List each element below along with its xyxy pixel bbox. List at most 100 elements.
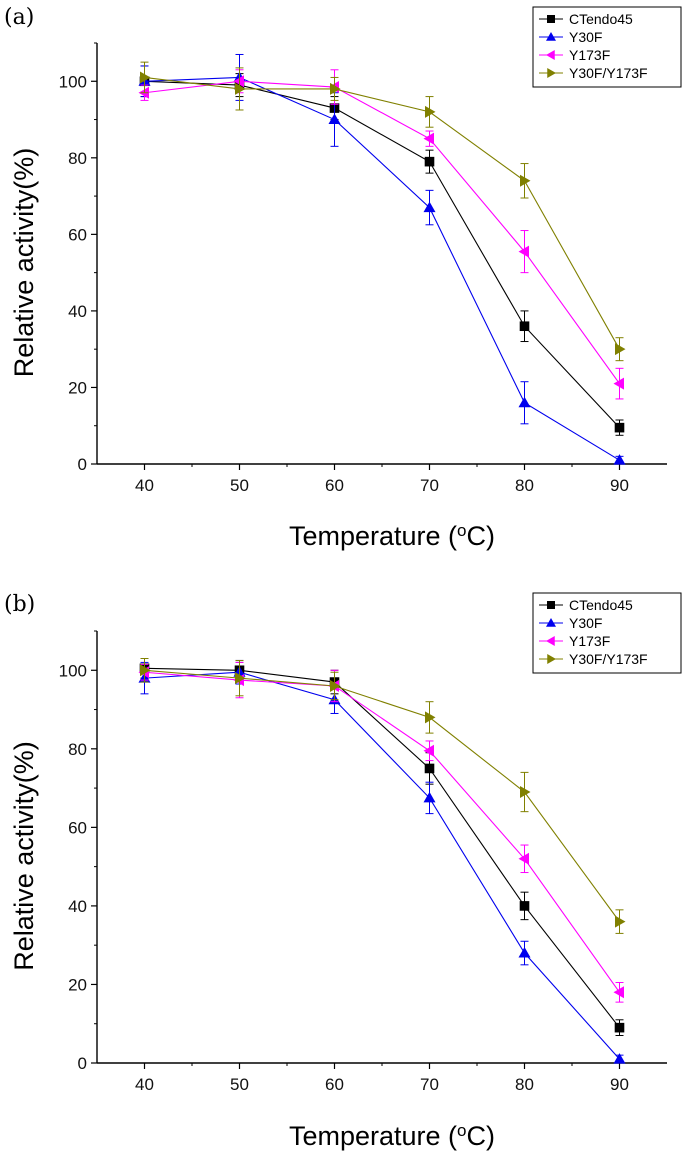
panel-b: 0 20 40 60 80 100 40 50 60 70 80 90 Relative activit… <box>4 592 682 1152</box>
panel-a-legend-marker-0 <box>547 15 555 23</box>
panel-b-xlabel-unit: C) <box>467 1121 496 1151</box>
panel-b-series-2-point-4 <box>518 852 529 865</box>
panel-b-series-3-point-4 <box>520 786 531 799</box>
panel-b-legend-label-0: CTendo45 <box>569 597 633 613</box>
panel-a-xtick-label-60: 60 <box>325 476 344 495</box>
panel-a-legend-label-1: Y30F <box>569 29 602 45</box>
panel-b-legend: CTendo45 Y30F Y173F Y30F/Y173F <box>532 592 682 674</box>
panel-a-legend-label-3: Y30F/Y173F <box>569 65 648 81</box>
panel-b-y-axis-title: Relative activity(%) <box>9 741 39 971</box>
panel-b-series-2-line <box>144 671 620 993</box>
panel-b-xtick-label-70: 70 <box>420 1075 439 1094</box>
panel-a-xlabel-degree: o <box>457 521 466 540</box>
panel-b-ytick-label-80: 80 <box>68 740 87 759</box>
panel-b-legend-marker-0 <box>547 601 555 609</box>
panel-b-legend-marker-3 <box>547 654 556 664</box>
panel-a-series-1-point-2 <box>328 113 341 125</box>
panel-a-xlabel-unit: C) <box>467 521 496 551</box>
panel-a-series-2-point-4 <box>518 245 529 258</box>
panel-a-series-3-point-4 <box>520 174 531 187</box>
panel-b-ytick-label-100: 100 <box>59 661 87 680</box>
panel-a-series-3-point-1 <box>235 82 246 95</box>
panel-b-legend-label-3: Y30F/Y173F <box>569 651 648 667</box>
panel-a-series-1-point-3 <box>423 201 436 213</box>
panel-b-series-1-line <box>144 671 620 1060</box>
panel-a-series-2-point-3 <box>423 132 434 145</box>
panel-b-series-1-point-3 <box>423 791 436 803</box>
panel-a-xtick-label-70: 70 <box>420 476 439 495</box>
panel-a-series-3-line <box>144 76 620 350</box>
panel-b-legend-label-1: Y30F <box>569 615 602 631</box>
panel-b-series-0-point-3 <box>424 763 435 774</box>
panel-a-legend-label-2: Y173F <box>569 47 610 63</box>
panel-a-series-3-point-5 <box>615 343 626 356</box>
panel-a-ytick-label-60: 60 <box>68 225 87 244</box>
panel-a-legend-marker-2 <box>546 50 555 60</box>
panel-b-ytick-label-0: 0 <box>78 1054 87 1073</box>
panel-b-series-3-point-3 <box>425 711 436 724</box>
panel-b-xtick-label-40: 40 <box>135 1075 154 1094</box>
panel-a-series-2-point-1 <box>233 75 244 88</box>
panel-b-series-3 <box>140 657 626 934</box>
panel-b-legend-box <box>532 592 682 674</box>
panel-b-series-3-point-5 <box>615 915 626 928</box>
panel-b-xlabel-degree: o <box>457 1121 466 1140</box>
panel-a-series-0 <box>139 65 625 436</box>
panel-a-legend-marker-1 <box>546 32 556 41</box>
panel-a-series-0-point-4 <box>519 321 530 332</box>
panel-a-series-2-point-5 <box>613 377 624 390</box>
panel-a-series-0-line <box>144 80 620 429</box>
panel-b-series-0 <box>139 657 625 1037</box>
panel-a-legend-marker-3 <box>547 68 556 78</box>
panel-b-series-1-point-4 <box>518 947 531 958</box>
panel-a-series-3-point-0 <box>140 71 151 84</box>
panel-a-xtick-label-80: 80 <box>515 476 534 495</box>
panel-b-series-3-point-2 <box>330 679 341 692</box>
panel-a-y-axis-title: Relative activity(%) <box>9 148 39 378</box>
panel-a-x-axis-title: Temperature (oC) <box>289 521 495 552</box>
panel-b-ytick-label-20: 20 <box>68 975 87 994</box>
panel-b-xtick-label-90: 90 <box>610 1075 629 1094</box>
panel-b-legend-label-2: Y173F <box>569 633 610 649</box>
panel-b-label: (b) <box>4 592 35 617</box>
panel-b-ytick-label-40: 40 <box>68 897 87 916</box>
panel-b-series-0-point-4 <box>519 901 530 911</box>
panel-a-ytick-label-80: 80 <box>68 149 87 168</box>
panel-a-legend-label-0: CTendo45 <box>569 11 633 27</box>
panel-b-x-axis-title: Temperature (oC) <box>289 1121 495 1152</box>
panel-b-legend-marker-1 <box>546 618 556 627</box>
panel-a: 0 20 40 60 80 100 40 50 60 70 80 90 Relative activit… <box>4 5 682 552</box>
panel-a-series-3-point-2 <box>330 82 341 95</box>
panel-a-ytick-label-40: 40 <box>68 302 87 321</box>
panel-b-xtick-label-80: 80 <box>515 1075 534 1094</box>
panel-a-ytick-label-100: 100 <box>59 72 87 91</box>
panel-a-xtick-label-40: 40 <box>135 476 154 495</box>
panel-a-series-3-point-3 <box>425 105 436 118</box>
panel-a-series-2 <box>138 69 624 400</box>
panel-a-label: (a) <box>4 5 34 30</box>
panel-a-series-1-point-4 <box>518 396 531 408</box>
panel-b-series-2-point-3 <box>423 744 434 757</box>
panel-b-xlabel-main: Temperature ( <box>289 1121 457 1151</box>
panel-a-legend: CTendo45 Y30F Y173F Y30F/Y173F <box>532 6 682 88</box>
panel-a-xtick-label-90: 90 <box>610 476 629 495</box>
panel-a-series-3 <box>140 61 626 362</box>
panel-a-series-1 <box>138 53 626 465</box>
panel-b-legend-marker-2 <box>546 636 555 646</box>
panel-a-series-2-line <box>144 80 620 384</box>
panel-a-xlabel-main: Temperature ( <box>289 521 457 551</box>
panel-b-xtick-label-60: 60 <box>325 1075 344 1094</box>
panel-a-ytick-label-20: 20 <box>68 378 87 397</box>
panel-b-series-2-point-5 <box>613 986 624 999</box>
panel-b-xtick-label-50: 50 <box>230 1075 249 1094</box>
panel-b-series-0-line <box>144 667 620 1028</box>
panel-a-series-0-point-5 <box>614 422 625 433</box>
panel-b-series-3-point-1 <box>235 672 246 685</box>
panel-a-legend-box <box>532 6 682 88</box>
panel-a-ytick-label-0: 0 <box>78 455 87 474</box>
panel-b-series-0-point-5 <box>614 1022 625 1033</box>
panel-b-series-3-point-0 <box>140 664 151 677</box>
panel-b-series-3-line <box>144 669 620 922</box>
